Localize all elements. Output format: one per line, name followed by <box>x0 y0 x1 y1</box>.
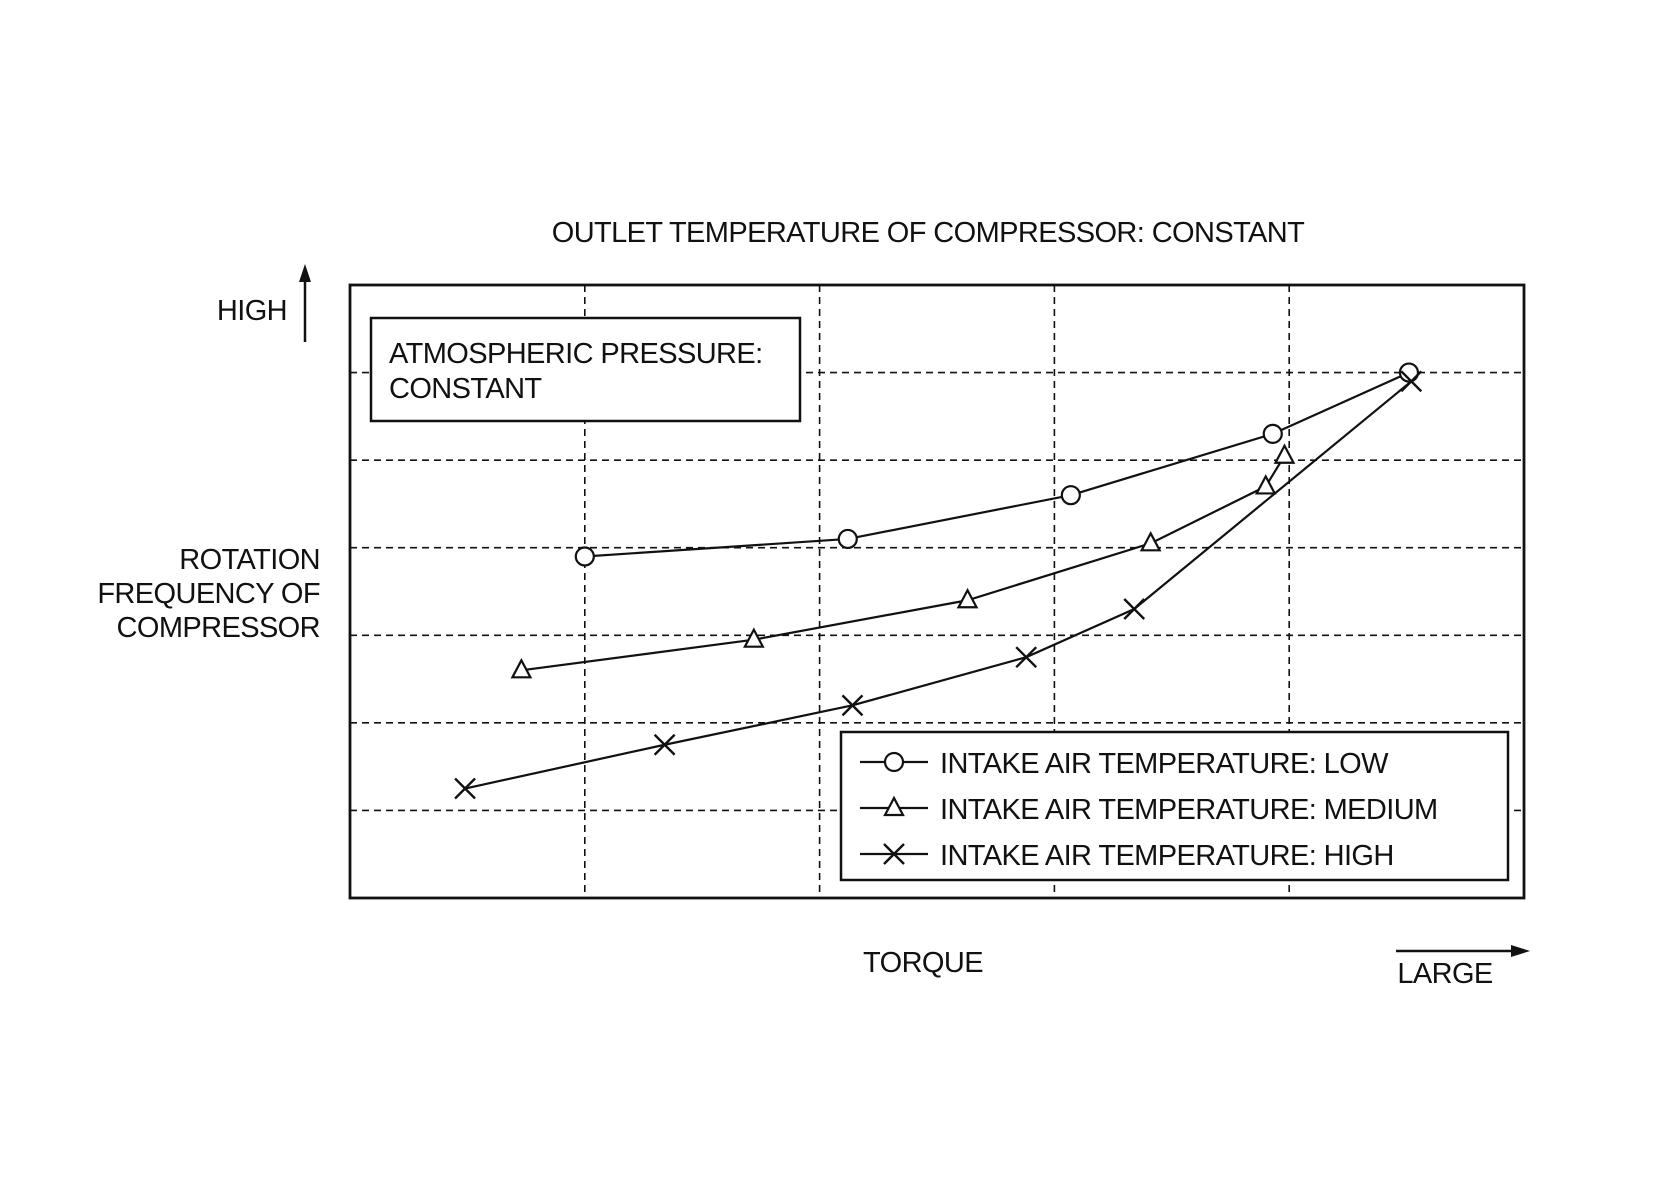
data-point-triangle <box>1142 533 1160 550</box>
series-line-triangle <box>521 456 1284 671</box>
legend-entries: INTAKE AIR TEMPERATURE: LOW INTAKE AIR TE… <box>860 748 1438 872</box>
legend: INTAKE AIR TEMPERATURE: LOW INTAKE AIR TE… <box>841 732 1508 880</box>
x-arrow-head <box>1511 945 1530 957</box>
data-point-circle <box>1062 486 1080 504</box>
data-point-x <box>455 779 475 799</box>
y-axis-labels: HIGH ROTATION FREQUENCY OF COMPRESSOR <box>97 264 320 644</box>
y-axis-label-line-1: ROTATION <box>179 544 320 576</box>
legend-item-circle: INTAKE AIR TEMPERATURE: LOW <box>860 748 1389 780</box>
x-axis-labels: TORQUE LARGE <box>863 945 1530 990</box>
condition-box: ATMOSPHERIC PRESSURE: CONSTANT <box>371 318 800 421</box>
data-point-triangle <box>1257 476 1275 493</box>
data-point-x <box>1016 647 1036 667</box>
condition-line-1: ATMOSPHERIC PRESSURE: <box>389 338 763 370</box>
y-direction-label: HIGH <box>217 295 287 327</box>
legend-item-triangle: INTAKE AIR TEMPERATURE: MEDIUM <box>860 794 1438 826</box>
legend-marker-circle <box>885 753 903 771</box>
legend-label: INTAKE AIR TEMPERATURE: MEDIUM <box>940 794 1438 826</box>
x-axis-label: TORQUE <box>863 947 983 979</box>
data-point-triangle <box>1276 446 1294 463</box>
x-direction-label: LARGE <box>1397 958 1493 990</box>
data-point-circle <box>839 530 857 548</box>
data-point-x <box>842 695 862 715</box>
data-point-x <box>655 735 675 755</box>
data-point-circle <box>1264 425 1282 443</box>
series-triangle <box>512 446 1293 678</box>
data-point-circle <box>576 547 594 565</box>
chart-title: OUTLET TEMPERATURE OF COMPRESSOR: CONSTA… <box>552 217 1305 249</box>
legend-label: INTAKE AIR TEMPERATURE: HIGH <box>940 840 1394 872</box>
condition-line-2: CONSTANT <box>389 373 542 405</box>
y-axis-label-line-3: COMPRESSOR <box>117 612 320 644</box>
legend-label: INTAKE AIR TEMPERATURE: LOW <box>940 748 1389 780</box>
y-arrow-head <box>299 264 311 282</box>
legend-item-x: INTAKE AIR TEMPERATURE: HIGH <box>860 840 1394 872</box>
y-axis-label-line-2: FREQUENCY OF <box>97 578 320 610</box>
data-point-x <box>1124 599 1144 619</box>
